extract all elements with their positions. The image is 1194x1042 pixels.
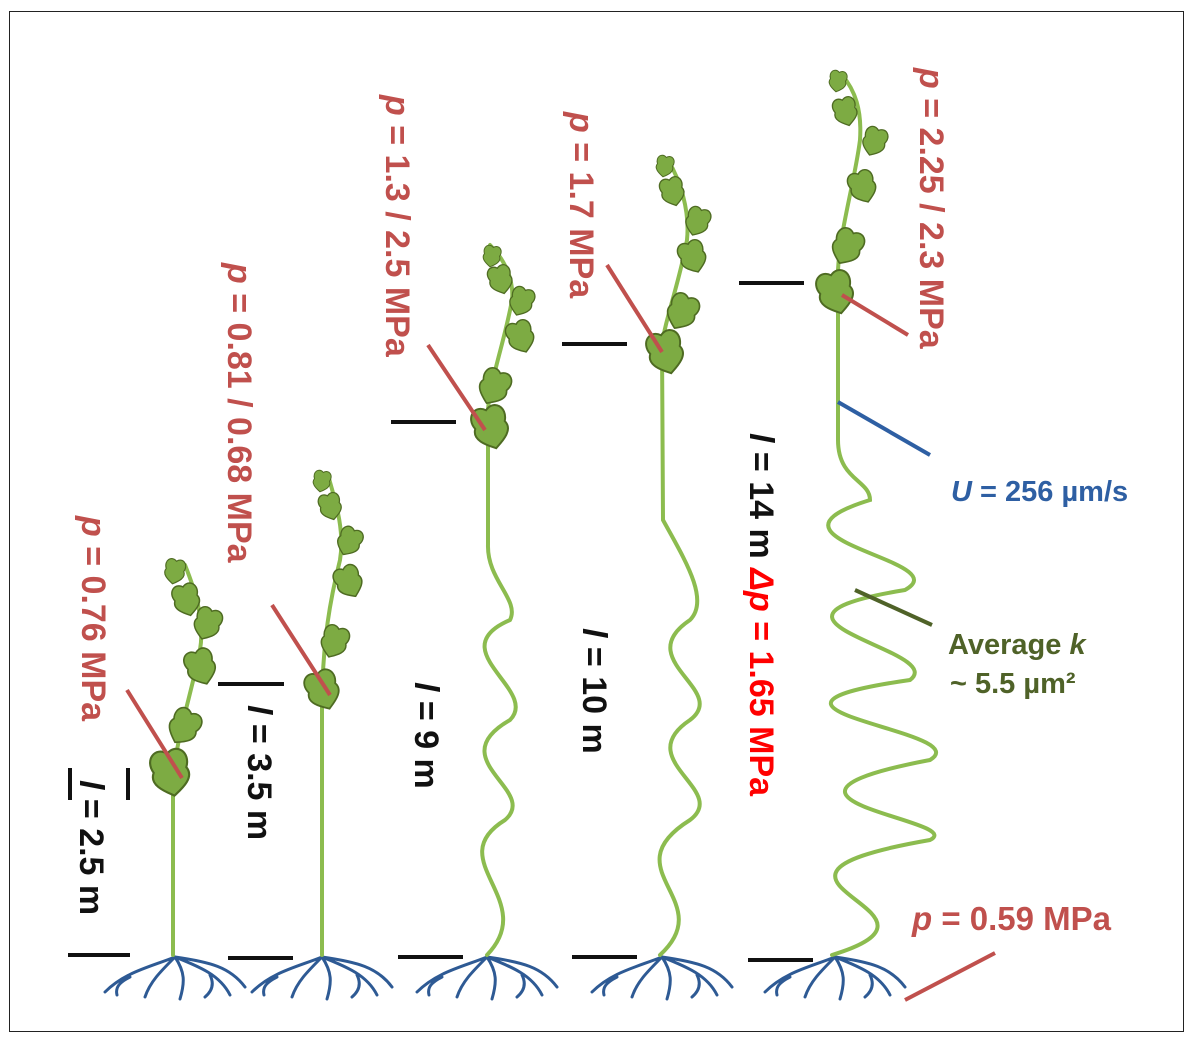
pointer-plant-3-pressure [426, 343, 487, 432]
pointer-lines-group [125, 263, 996, 1002]
pointer-plant-5-pressure [840, 293, 910, 337]
roots-plant-1 [103, 955, 247, 1001]
plant-2-pressure-label: p = 0.81 / 0.68 MPa [220, 262, 258, 564]
roots-plant-3 [415, 955, 559, 1001]
leaf-plant5-28 [862, 125, 889, 156]
leaf-plant2-10 [337, 525, 364, 556]
leaf-plant1-1 [149, 747, 191, 797]
stem-5 [826, 73, 939, 957]
roots-plant-4 [590, 955, 734, 1001]
leaf-plant2-12 [312, 469, 332, 493]
leaf-plant4-24 [655, 154, 675, 178]
stem-4 [657, 158, 702, 957]
leaf-plant1-6 [164, 558, 187, 585]
leaf-plant5-26 [831, 226, 866, 265]
leaf-plant2-9 [332, 563, 363, 598]
pointer-velocity [837, 400, 931, 457]
leaves-group [149, 69, 889, 797]
roots-plant-2 [250, 955, 394, 1001]
pointer-plant-2-pressure [270, 603, 332, 697]
permeability-value: ~ 5.5 µm² [950, 668, 1076, 700]
leaf-plant3-14 [478, 366, 513, 405]
plant-4-length-label: l = 10 m [575, 628, 613, 754]
plant-3-pressure-label: p = 1.3 / 2.5 MPa [378, 94, 416, 358]
leaf-plant5-29 [831, 96, 858, 127]
pointer-plant-4-pressure [605, 263, 664, 354]
permeability-label: Average k [948, 629, 1087, 661]
pointer-plant-1-pressure [125, 688, 184, 780]
roots-group [103, 955, 907, 1001]
stems-group [171, 73, 939, 957]
height-markers-group [68, 281, 813, 962]
plant-1-pressure-label: p = 0.76 MPa [74, 515, 112, 722]
leaf-plant4-20 [666, 291, 701, 330]
leaf-plant4-22 [685, 205, 712, 236]
figure-frame [9, 11, 1184, 1032]
leaf-plant1-4 [193, 605, 224, 640]
plant-5-pressure-label: p = 2.25 / 2.3 MPa [912, 67, 950, 350]
plant-4-pressure-label: p = 1.7 MPa [562, 111, 600, 299]
leaf-plant1-3 [183, 647, 216, 685]
leaf-plant3-18 [482, 244, 502, 268]
plant-5-length-label: l = 14 m Δp = 1.65 MPa [742, 433, 780, 797]
roots-plant-5 [763, 955, 907, 1001]
leaf-plant3-17 [486, 264, 513, 295]
leaf-plant4-23 [658, 176, 685, 207]
plant-1-length-label: l = 2.5 m [72, 780, 110, 915]
base-pressure-label: p = 0.59 MPa [911, 900, 1112, 937]
velocity-label: U = 256 µm/s [951, 476, 1128, 508]
leaf-plant2-7 [303, 668, 340, 710]
leaf-plant5-30 [828, 69, 848, 93]
leaf-plant5-25 [815, 269, 854, 315]
pointer-base-pressure [904, 951, 996, 1002]
leaf-plant2-11 [317, 491, 342, 521]
leaf-plant3-16 [509, 285, 536, 316]
leaf-plant5-27 [846, 168, 877, 203]
leaf-plant4-21 [676, 238, 707, 273]
leaf-plant2-8 [320, 623, 351, 658]
pointer-permeability [854, 588, 933, 627]
leaf-plant1-2 [168, 706, 203, 744]
leaf-plant3-15 [504, 318, 535, 353]
plant-2-length-label: l = 3.5 m [240, 705, 278, 840]
stem-3 [480, 243, 518, 957]
leaf-plant3-13 [470, 404, 509, 450]
plant-3-length-label: l = 9 m [407, 682, 445, 789]
leaf-plant1-5 [171, 582, 201, 617]
